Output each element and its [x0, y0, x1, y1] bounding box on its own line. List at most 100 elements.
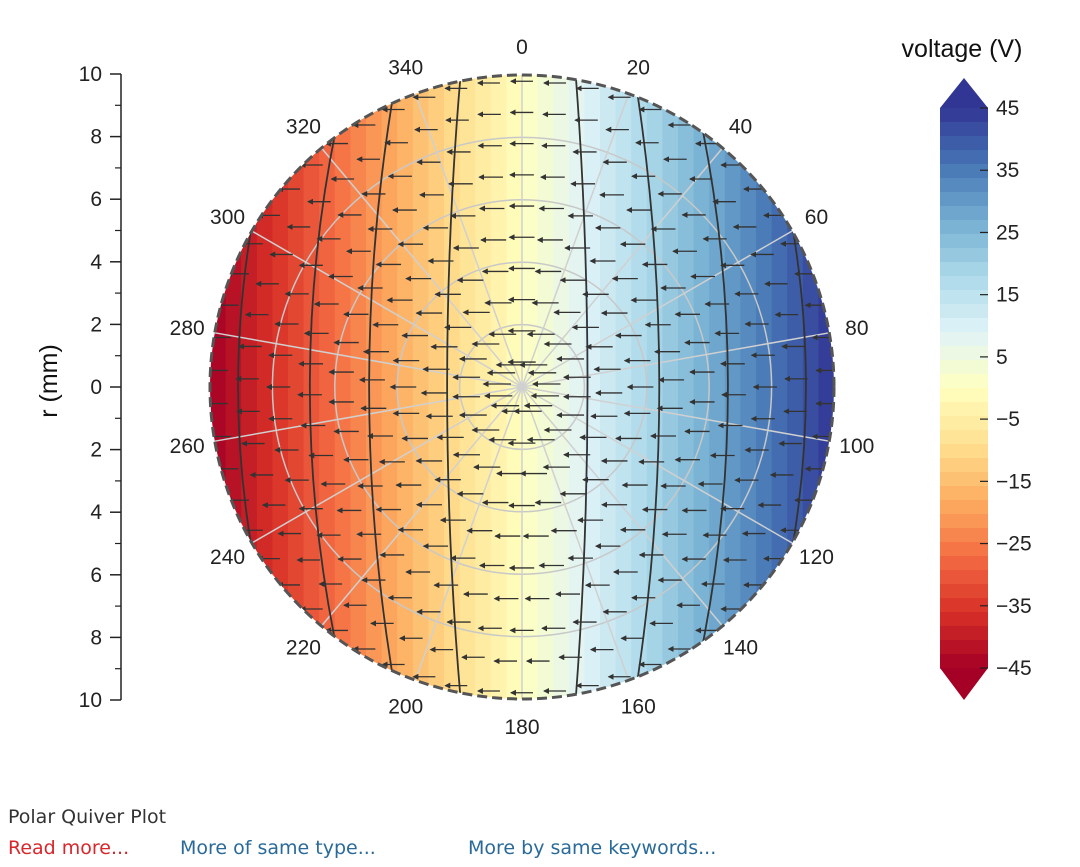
- field-band: [662, 75, 679, 699]
- colorbar-band: [940, 388, 988, 403]
- theta-tick-label: 260: [170, 435, 205, 458]
- field-band: [568, 75, 586, 699]
- caption-links: Read more... More of same type... More b…: [8, 837, 908, 863]
- theta-grid-line: [521, 332, 830, 388]
- colorbar-tick-label: −5: [996, 408, 1020, 431]
- r-tick-label: 2: [90, 439, 102, 462]
- colorbar: 45 35 25 15 5 −5 −15 −25 −35 −45 voltage (V): [902, 35, 1032, 700]
- colorbar-band: [940, 542, 988, 557]
- theta-tick-label: 20: [627, 57, 650, 80]
- voltage-field: [210, 75, 834, 699]
- colorbar-band: [940, 514, 988, 529]
- equipotential-line: [446, 75, 462, 699]
- field-band: [600, 75, 617, 699]
- field-band: [428, 75, 445, 699]
- more-same-keywords-link[interactable]: More by same keywords...: [468, 837, 717, 859]
- colorbar-tick-label: 45: [996, 97, 1019, 120]
- equipotential-line: [368, 75, 398, 699]
- r-tick-label: 2: [90, 313, 102, 336]
- r-tick-label: 10: [79, 63, 102, 86]
- colorbar-band: [940, 150, 988, 165]
- r-axis: 10 8 6 4 2 0 2 4 6 8 10 r (mm): [35, 63, 122, 712]
- colorbar-band: [940, 654, 988, 669]
- theta-tick-label: 60: [805, 206, 828, 229]
- colorbar-tick-label: −25: [996, 533, 1032, 556]
- field-band: [553, 75, 570, 699]
- colorbar-band: [940, 500, 988, 515]
- colorbar-band: [940, 346, 988, 361]
- theta-tick-label: 120: [799, 546, 834, 569]
- colorbar-band: [940, 556, 988, 571]
- theta-tick-label: 220: [286, 636, 321, 659]
- theta-tick-label: 0: [516, 36, 528, 59]
- more-same-type-link[interactable]: More of same type...: [180, 837, 376, 859]
- field-band: [506, 75, 523, 699]
- colorbar-band: [940, 192, 988, 207]
- colorbar-tick-label: 25: [996, 221, 1019, 244]
- read-more-link[interactable]: Read more...: [8, 837, 130, 859]
- colorbar-band: [940, 570, 988, 585]
- colorbar-band: [940, 108, 988, 123]
- colorbar-band: [940, 612, 988, 627]
- theta-grid-line: [521, 386, 830, 442]
- theta-tick-label: 200: [388, 695, 423, 718]
- colorbar-band: [940, 472, 988, 487]
- colorbar-tick-label: 5: [996, 346, 1008, 369]
- theta-tick-label: 80: [845, 317, 868, 340]
- theta-tick-label: 340: [388, 57, 423, 80]
- theta-tick-labels: 0 20 40 60 80 100 120 140 160 180 200 220 240 260 280 3…: [170, 36, 875, 739]
- field-band: [490, 75, 508, 699]
- field-band: [444, 75, 461, 699]
- colorbar-band: [940, 178, 988, 193]
- field-band: [256, 75, 274, 699]
- r-tick-label: 0: [90, 376, 102, 399]
- field-band: [225, 75, 242, 699]
- field-band: [537, 75, 554, 699]
- theta-grid-line: [521, 386, 724, 627]
- field-band: [771, 75, 788, 699]
- theta-grid-line: [521, 386, 630, 681]
- field-band: [319, 75, 336, 699]
- field-band: [724, 75, 742, 699]
- colorbar-band: [940, 360, 988, 375]
- field-band: [475, 75, 492, 699]
- electric-field-arrows: [210, 78, 834, 696]
- colorbar-band: [940, 416, 988, 431]
- colorbar-band: [940, 486, 988, 501]
- polar-quiver-chart: 0204060801001201401601802002202402602803…: [35, 35, 1032, 739]
- figure-caption: Polar Quiver Plot: [8, 806, 167, 828]
- colorbar-band: [940, 374, 988, 389]
- colorbar-label: voltage (V): [902, 35, 1023, 63]
- colorbar-band: [940, 234, 988, 249]
- field-band: [303, 75, 320, 699]
- colorbar-band: [940, 276, 988, 291]
- colorbar-band: [940, 290, 988, 305]
- theta-grid-line: [251, 386, 523, 544]
- colorbar-bands: [940, 108, 988, 669]
- colorbar-band: [940, 458, 988, 473]
- colorbar-band: [940, 164, 988, 179]
- colorbar-ticks: 45 35 25 15 5 −5 −15 −25 −35 −45: [980, 97, 1032, 680]
- r-axis-ticks: 10 8 6 4 2 0 2 4 6 8 10: [79, 63, 121, 712]
- theta-tick-label: 140: [723, 636, 758, 659]
- field-band: [615, 75, 632, 699]
- colorbar-band: [940, 206, 988, 221]
- field-band: [241, 75, 258, 699]
- field-band: [818, 75, 834, 699]
- colorbar-band: [940, 248, 988, 263]
- colorbar-band: [940, 262, 988, 277]
- r-tick-label: 10: [79, 689, 102, 712]
- colorbar-band: [940, 640, 988, 655]
- colorbar-min-extension: [940, 668, 988, 700]
- r-tick-label: 4: [90, 251, 102, 274]
- theta-tick-label: 300: [210, 206, 245, 229]
- colorbar-band: [940, 528, 988, 543]
- field-band: [459, 75, 476, 699]
- colorbar-band: [940, 318, 988, 333]
- colorbar-band: [940, 444, 988, 459]
- r-tick-label: 6: [90, 188, 102, 211]
- field-band: [288, 75, 305, 699]
- disk-boundary: [208, 73, 836, 701]
- equipotential-line: [633, 75, 661, 699]
- colorbar-band: [940, 584, 988, 599]
